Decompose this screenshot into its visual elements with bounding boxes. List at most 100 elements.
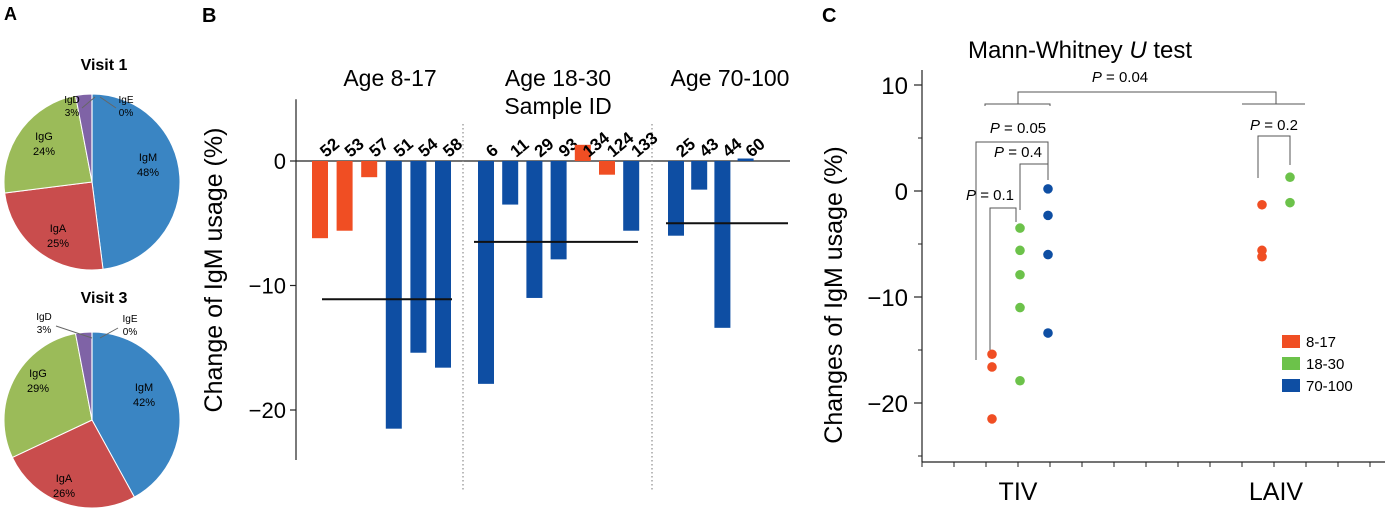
data-point-70-100 — [1043, 184, 1053, 194]
group-label-age-18-30: Age 18-30 — [505, 65, 611, 91]
y-tick-label: −20 — [249, 398, 286, 423]
pie-label-igg: IgG — [35, 131, 53, 143]
chart-title: Mann-Whitney U test — [968, 37, 1192, 64]
pie-chart-visit-1: Visit 1 IgD 3% IgE 0% IgM 48% IgA 25% Ig… — [3, 57, 181, 271]
bar-sample-60 — [737, 158, 754, 161]
data-point-18-30 — [1015, 375, 1025, 386]
group-label-age-70-100: Age 70-100 — [671, 65, 790, 91]
data-point-70-100 — [1043, 328, 1053, 338]
bar-id-label: 25 — [672, 134, 699, 161]
legend-swatch — [1282, 357, 1300, 370]
pie-label-iga: IgA — [50, 223, 67, 235]
leader-line — [55, 325, 93, 339]
bracket-laiv-groups — [1257, 135, 1291, 178]
pie-slice-iga — [4, 181, 104, 271]
bar-sample-43 — [691, 161, 708, 190]
pie-slice-iga — [11, 419, 136, 509]
pie-label-ige: IgE — [122, 314, 137, 325]
y-tick-label: 0 — [274, 149, 286, 174]
data-point-18-30 — [1285, 197, 1295, 208]
bracket-tiv-vs-laiv — [984, 91, 1305, 106]
pie-slice-igm — [91, 93, 181, 270]
bar-id-label: 60 — [742, 134, 769, 161]
y-tick-label: 0 — [895, 179, 908, 206]
y-axis-label: Change of IgM usage (%) — [200, 128, 228, 413]
pie-pct-ige: 0% — [119, 108, 134, 119]
data-point-18-30 — [1015, 245, 1025, 256]
data-point-8-17 — [987, 414, 997, 424]
y-tick-label: −10 — [249, 274, 286, 299]
bar-sample-54 — [410, 161, 427, 353]
bar-sample-11 — [502, 161, 519, 205]
data-point-18-30 — [1285, 172, 1295, 183]
y-tick-label: 10 — [881, 73, 908, 100]
bar-sample-124 — [599, 161, 615, 175]
bar-sample-29 — [526, 161, 543, 298]
pie-label-ige: IgE — [118, 95, 133, 106]
bracket-8-17-vs-18-30 — [989, 207, 1017, 350]
pie-title: Visit 1 — [81, 57, 128, 74]
legend-swatch — [1282, 379, 1300, 392]
bar-id-label: 54 — [415, 134, 442, 161]
bar-sample-51 — [385, 161, 402, 429]
pie-slice-igg — [3, 332, 93, 459]
data-point-70-100 — [1043, 210, 1053, 221]
bar-sample-133 — [623, 161, 640, 231]
bar-sample-53 — [336, 161, 353, 231]
panel-label-c: C — [822, 5, 836, 27]
panel-label-b: B — [202, 5, 216, 27]
legend-swatch — [1282, 335, 1300, 348]
pie-pct-igg: 29% — [27, 383, 49, 395]
pie-label-igd: IgD — [64, 95, 80, 106]
p-value-annotation: P = 0.2 — [1250, 117, 1298, 134]
bar-id-label: 11 — [507, 135, 533, 161]
pie-pct-igm: 48% — [137, 167, 159, 179]
scatter-chart-mann-whitney: Mann-Whitney U test Changes of IgM usage… — [820, 37, 1385, 506]
leader-line — [99, 96, 117, 109]
bar-chart-igm-change: Change of IgM usage (%) Age 8-17 Age 18-… — [200, 65, 790, 490]
bar-id-label: 53 — [341, 134, 368, 161]
group-label-age-8-17: Age 8-17 — [343, 65, 436, 91]
pie-pct-iga: 26% — [53, 488, 75, 500]
legend-label: 18-30 — [1306, 356, 1344, 373]
y-axis-label: Changes of IgM usage (%) — [820, 146, 848, 443]
data-point-18-30 — [1015, 269, 1025, 280]
bar-sample-57 — [361, 161, 378, 178]
bar-sample-93 — [550, 161, 567, 260]
data-point-8-17 — [987, 362, 997, 372]
legend-label: 8-17 — [1306, 334, 1336, 351]
bar-sample-52 — [312, 161, 328, 239]
x-tick-label-tiv: TIV — [999, 478, 1038, 506]
pie-label-iga: IgA — [56, 473, 73, 485]
p-value-annotation: P = 0.1 — [966, 187, 1014, 204]
pie-pct-igm: 42% — [133, 397, 155, 409]
pie-pct-igd: 3% — [65, 108, 80, 119]
bar-id-label: 52 — [316, 134, 343, 161]
pie-title: Visit 3 — [81, 290, 128, 307]
bar-id-label: 58 — [439, 134, 466, 161]
data-point-8-17 — [1257, 251, 1267, 262]
pie-label-igd: IgD — [36, 312, 52, 323]
p-value-annotation: P = 0.05 — [990, 120, 1046, 137]
bar-id-label: 51 — [390, 134, 417, 161]
bar-sample-58 — [435, 161, 451, 368]
y-tick-label: −20 — [867, 391, 908, 418]
bracket-8-17-vs-70-100 — [975, 141, 1049, 360]
panel-label-a: A — [4, 4, 17, 24]
data-point-8-17 — [1257, 199, 1267, 210]
bar-id-label: 29 — [531, 134, 558, 161]
y-tick-label: −10 — [867, 285, 908, 312]
data-point-8-17 — [987, 349, 997, 360]
pie-slice-igg — [3, 94, 93, 194]
bar-sample-134 — [574, 144, 591, 161]
bar-sample-25 — [668, 161, 684, 236]
bar-sample-44 — [714, 161, 731, 328]
sample-id-label: Sample ID — [504, 93, 611, 119]
x-tick-label-laiv: LAIV — [1249, 478, 1304, 506]
legend-label: 70-100 — [1306, 378, 1353, 395]
legend: 8-17 18-30 70-100 — [1282, 334, 1353, 395]
bar-id-label: 57 — [366, 134, 393, 161]
data-point-70-100 — [1043, 249, 1053, 260]
bar-id-label: 6 — [482, 140, 501, 161]
